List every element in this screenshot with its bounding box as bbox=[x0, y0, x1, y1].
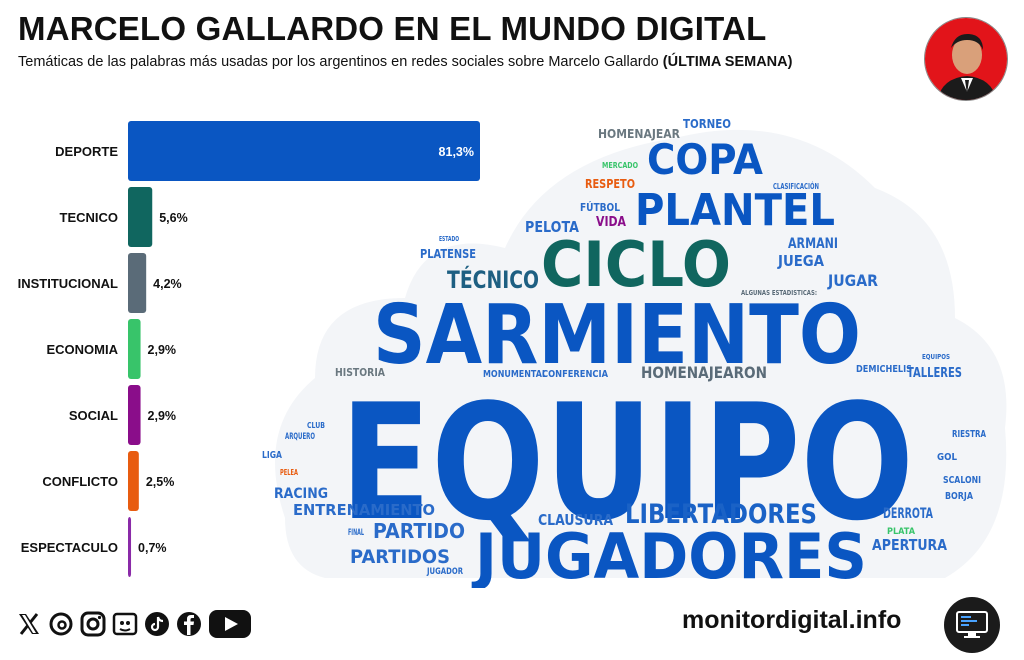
bar-value-label: 2,9% bbox=[148, 343, 177, 357]
word-cloud-word: TALLERES bbox=[907, 366, 962, 381]
word-cloud-word: JUEGA bbox=[777, 252, 824, 270]
subtitle-period: (ÚLTIMA SEMANA) bbox=[662, 54, 793, 70]
bar-category-label: CONFLICTO bbox=[42, 474, 118, 489]
word-cloud-word: MONUMENTAL bbox=[483, 369, 548, 380]
word-cloud-word: APERTURA bbox=[872, 536, 947, 554]
subtitle-text: Temáticas de las palabras más usadas por… bbox=[18, 54, 659, 70]
word-cloud-word: ARQUERO bbox=[285, 432, 315, 442]
bar-value-label: 0,7% bbox=[138, 541, 167, 555]
word-cloud-word: PELEA bbox=[280, 468, 299, 477]
bar-category-label: ECONOMIA bbox=[47, 342, 119, 357]
word-cloud-word: RACING bbox=[274, 486, 328, 502]
bar-category-label: INSTITUCIONAL bbox=[18, 276, 118, 291]
word-cloud-word: EQUIPOS bbox=[922, 353, 950, 361]
tiktok-icon[interactable] bbox=[144, 611, 170, 637]
bar-value-label: 81,3% bbox=[439, 145, 474, 159]
word-cloud-word: ENTRENAMIENTO bbox=[293, 501, 435, 519]
profile-photo bbox=[924, 17, 1008, 101]
word-cloud-word: SARMIENTO bbox=[373, 288, 861, 383]
bar bbox=[128, 517, 132, 577]
facebook-icon[interactable] bbox=[176, 611, 202, 637]
facebook-gaming-icon[interactable] bbox=[112, 611, 138, 637]
bar-category-label: SOCIAL bbox=[69, 408, 118, 423]
word-cloud-word: RESPETO bbox=[585, 177, 635, 191]
bar-value-label: 2,9% bbox=[148, 409, 177, 423]
social-icons bbox=[16, 606, 252, 642]
word-cloud-word: HISTORIA bbox=[335, 366, 385, 379]
word-cloud-word: DEMICHELIS bbox=[856, 364, 912, 375]
word-cloud-word: PLATA bbox=[887, 527, 915, 537]
word-cloud-word: EQUIPO bbox=[340, 369, 914, 556]
word-cloud-word: RIESTRA bbox=[952, 429, 986, 440]
word-cloud-word: VIDA bbox=[596, 215, 626, 230]
word-cloud-word: JUGAR bbox=[827, 271, 878, 290]
word-cloud-word: ARMANI bbox=[788, 236, 838, 252]
word-cloud-word: GOL bbox=[937, 452, 958, 463]
cloud-shape bbox=[275, 129, 1007, 578]
bar-value-label: 2,5% bbox=[146, 475, 175, 489]
bar bbox=[128, 451, 139, 511]
word-cloud-word: MERCADO bbox=[602, 161, 638, 170]
word-cloud-word: PLANTEL bbox=[635, 185, 835, 236]
monitor-icon bbox=[944, 597, 1000, 653]
word-cloud-word: TORNEO bbox=[683, 117, 731, 131]
word-cloud-word: CLUB bbox=[307, 421, 325, 430]
word-cloud-word: HOMENAJEARON bbox=[641, 363, 767, 382]
bar-category-label: DEPORTE bbox=[55, 144, 118, 159]
brand-name: monitordigital.info bbox=[682, 606, 902, 634]
word-cloud-word: PLATENSE bbox=[420, 247, 476, 261]
bar-value-label: 4,2% bbox=[153, 277, 182, 291]
bar-category-label: ESPECTACULO bbox=[21, 540, 118, 555]
word-cloud-word: DERROTA bbox=[883, 506, 933, 522]
word-cloud-word: SCALONI bbox=[943, 475, 981, 486]
bar-value-label: 5,6% bbox=[159, 211, 188, 225]
page-title: MARCELO GALLARDO EN EL MUNDO DIGITAL bbox=[18, 10, 767, 47]
word-cloud-word: FINAL bbox=[348, 528, 364, 538]
word-cloud-word: PELOTA bbox=[525, 218, 579, 236]
word-cloud-word: ALGUNAS ESTADISTICAS: bbox=[741, 289, 817, 297]
bar bbox=[128, 187, 153, 247]
x-icon[interactable] bbox=[16, 611, 42, 637]
word-cloud-word: LIGA bbox=[262, 450, 282, 461]
bar-category-label: TECNICO bbox=[60, 210, 119, 225]
youtube-icon[interactable] bbox=[208, 610, 252, 638]
theme-bar-chart: DEPORTE 81,3% TECNICO 5,6% INSTITUCIONAL 4,2%… bbox=[18, 121, 480, 577]
word-cloud-word: TÉCNICO bbox=[447, 265, 539, 294]
word-cloud-word: CONFERENCIA bbox=[542, 369, 608, 380]
word-cloud-word: ESTADO bbox=[439, 235, 459, 243]
word-cloud-word: BORJA bbox=[945, 491, 973, 502]
word-cloud-word: PARTIDO bbox=[373, 519, 465, 543]
word-cloud-word: CICLO bbox=[541, 228, 731, 301]
word-cloud-word: LIBERTADORES bbox=[625, 499, 817, 530]
bar bbox=[128, 385, 141, 445]
word-cloud-word: FÚTBOL bbox=[580, 201, 620, 214]
bar bbox=[128, 253, 147, 313]
word-cloud-word: PARTIDOS bbox=[350, 546, 450, 568]
word-cloud-word: JUGADOR bbox=[426, 567, 463, 577]
word-cloud-word: HOMENAJEAR bbox=[598, 127, 680, 141]
instagram-icon[interactable] bbox=[80, 611, 106, 637]
word-cloud-word: COPA bbox=[647, 135, 763, 184]
bar bbox=[128, 319, 141, 379]
bar bbox=[128, 121, 480, 181]
page-subtitle: Temáticas de las palabras más usadas por… bbox=[18, 54, 792, 70]
threads-icon[interactable] bbox=[48, 611, 74, 637]
word-cloud-word: CLAUSURA bbox=[538, 511, 613, 529]
word-cloud-word: CLASIFICACIÓN bbox=[773, 180, 819, 191]
word-cloud-word: JUGADORES bbox=[471, 520, 867, 588]
